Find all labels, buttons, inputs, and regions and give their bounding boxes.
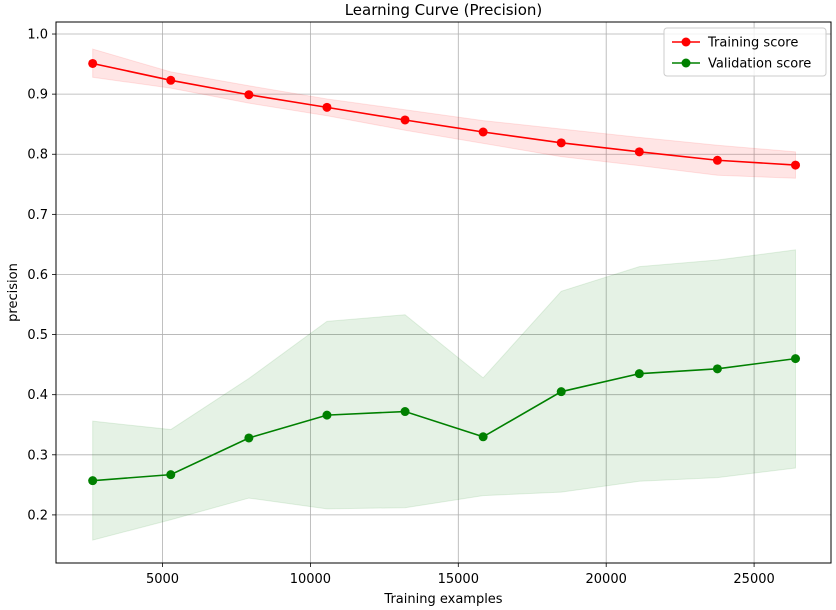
- training-score-band: [92, 48, 796, 179]
- legend-validation-score-label: Validation score: [708, 57, 811, 72]
- chart-title: Learning Curve (Precision): [345, 1, 543, 19]
- validation-score-point: [166, 470, 176, 480]
- x-tick-label: 15000: [438, 572, 479, 587]
- validation-score-band: [92, 249, 796, 541]
- training-score-point: [791, 160, 801, 170]
- y-tick-label: 0.5: [27, 328, 48, 343]
- training-score-point: [712, 155, 722, 165]
- x-tick-label: 10000: [290, 572, 331, 587]
- y-tick-label: 1.0: [27, 28, 48, 43]
- training-score-point: [400, 115, 410, 125]
- validation-score-point: [791, 354, 801, 364]
- training-score-point: [478, 127, 488, 137]
- validation-score-point: [712, 364, 722, 374]
- y-tick-label: 0.8: [27, 148, 48, 163]
- validation-score-point: [88, 476, 98, 486]
- validation-score-line: [92, 357, 796, 482]
- y-axis-ticks: 0.2 0.3 0.4 0.5 0.6 0.7 0.8 0.9 1.0: [27, 28, 56, 523]
- legend-box: [663, 27, 827, 77]
- validation-score-point: [478, 432, 488, 442]
- x-tick-label: 20000: [586, 572, 627, 587]
- confidence-bands: [92, 48, 796, 541]
- y-tick-label: 0.4: [27, 388, 48, 403]
- training-score-point: [166, 75, 176, 85]
- validation-score-point: [634, 369, 644, 379]
- x-axis-label: Training examples: [383, 592, 502, 607]
- y-tick-label: 0.9: [27, 88, 48, 103]
- training-score-point: [88, 58, 98, 68]
- validation-score-point: [556, 387, 566, 397]
- legend-validation-score-marker: [681, 58, 691, 68]
- x-axis-ticks: 5000 10000 15000 20000 25000: [146, 563, 775, 587]
- y-axis-label: precision: [6, 263, 21, 322]
- legend-training-score-label: Training score: [707, 36, 798, 51]
- training-score-line: [92, 62, 796, 166]
- y-tick-label: 0.3: [27, 448, 48, 463]
- series-lines: [92, 62, 796, 482]
- series-points: [88, 58, 801, 486]
- validation-score-point: [244, 433, 254, 443]
- training-score-point: [634, 147, 644, 157]
- x-tick-label: 25000: [733, 572, 774, 587]
- legend-training-score-marker: [681, 37, 691, 47]
- y-tick-label: 0.6: [27, 268, 48, 283]
- validation-score-point: [400, 407, 410, 417]
- plot-frame: [55, 21, 832, 564]
- y-tick-label: 0.7: [27, 208, 48, 223]
- training-score-point: [244, 90, 254, 100]
- training-score-point: [556, 138, 566, 148]
- y-tick-label: 0.2: [27, 508, 48, 523]
- training-score-point: [322, 102, 332, 112]
- legend: Training score Validation score: [663, 27, 827, 77]
- validation-score-point: [322, 410, 332, 420]
- x-tick-label: 5000: [146, 572, 179, 587]
